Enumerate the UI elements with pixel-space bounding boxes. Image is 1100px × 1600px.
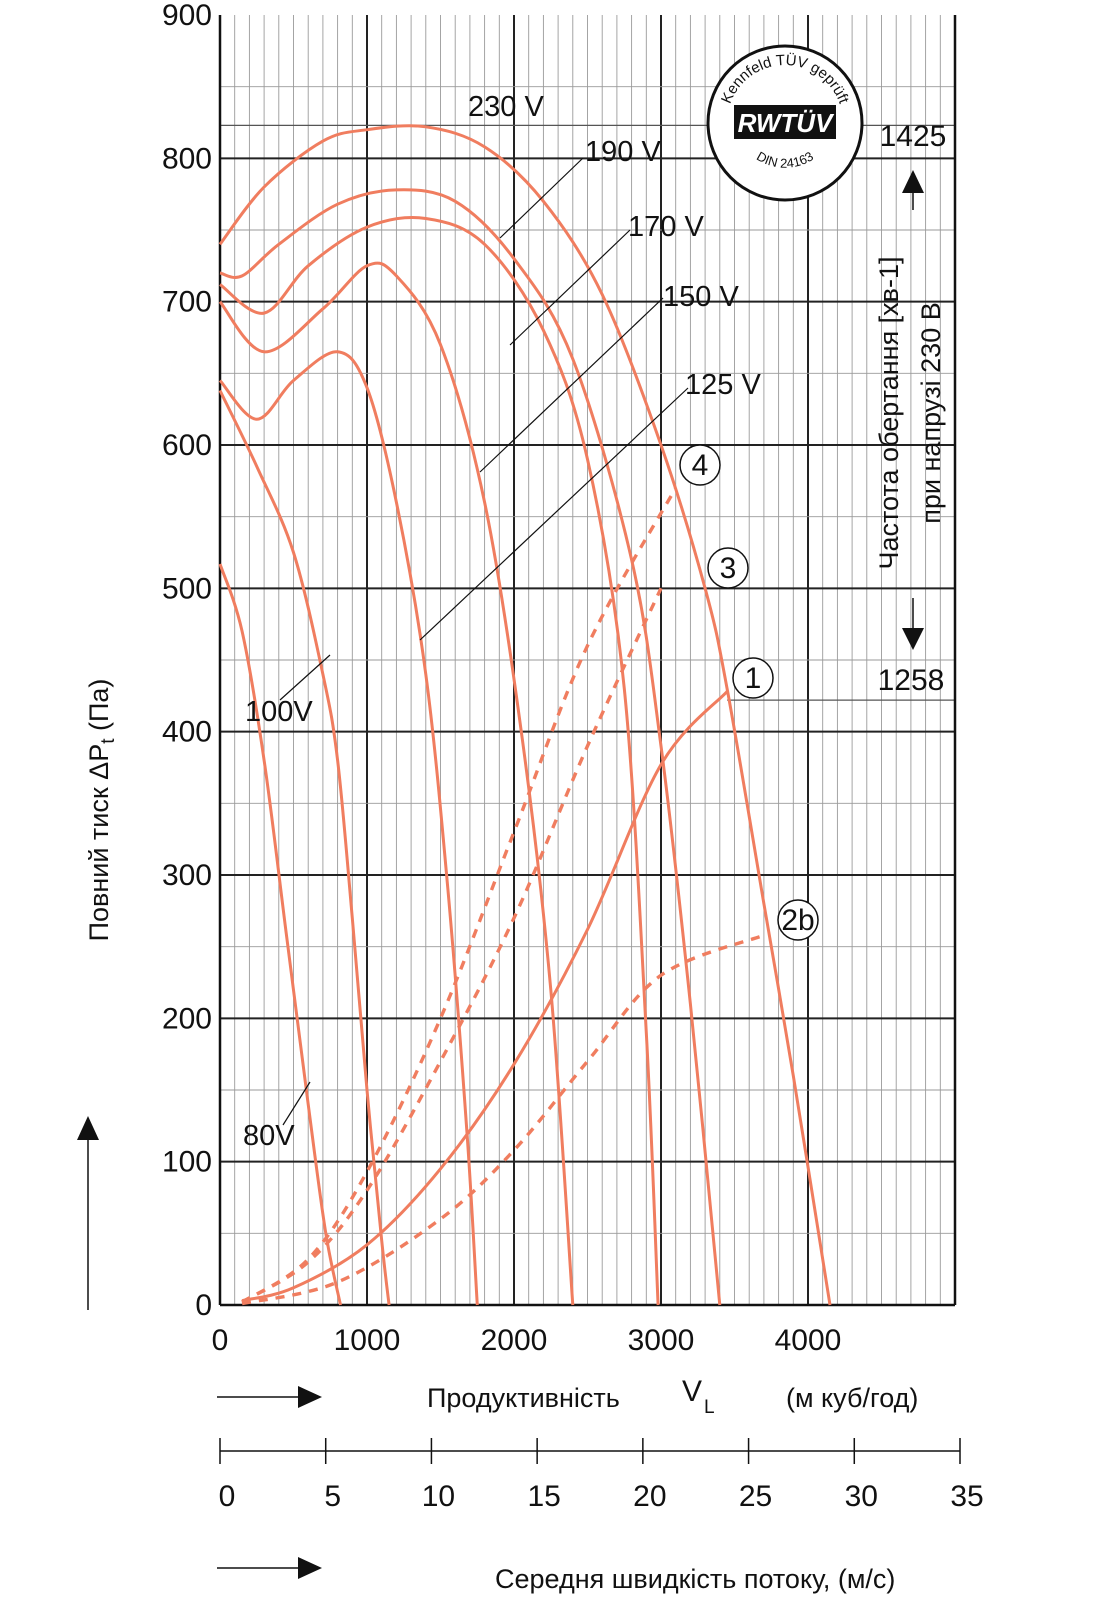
arrow-up-icon <box>77 1116 99 1140</box>
curve-labels: 230 V 190 V 170 V 150 V 125 V 100V 80V 1 2b 3 4 <box>243 91 819 1152</box>
series-label: 230 V <box>468 91 544 123</box>
y-tick-label: 900 <box>162 0 212 32</box>
speed-min-label: 1258 <box>878 664 945 697</box>
x-tick-label: 0 <box>212 1324 229 1357</box>
series-curve-190v <box>219 188 722 1306</box>
leader-line <box>499 157 584 239</box>
system-curve-badge <box>777 899 819 941</box>
y-tick-label: 400 <box>162 716 212 749</box>
speed-note: 1425 Частота обертання [хв-1] при напруз… <box>874 120 946 697</box>
x-axis-title: Продуктивність V L (м куб/год) <box>217 1375 918 1418</box>
speed-note-subtitle: при напрузі 230 В <box>916 302 946 523</box>
rwtuv-seal: Kennfeld TÜV geprüft RWTÜV DIN 24163 <box>706 44 864 202</box>
x-tick-label: 2000 <box>481 1324 548 1357</box>
series-curve-100v <box>218 389 391 1306</box>
series-curve-80v <box>218 563 342 1306</box>
series-label: 150 V <box>663 281 739 313</box>
x-axis-symbol: V <box>682 1375 702 1408</box>
system-curve-badge <box>679 444 721 486</box>
velocity-axis-label: Середня швидкість потоку, (м/с) <box>495 1564 895 1594</box>
series-curve-170v <box>219 216 660 1306</box>
series-label: 80V <box>243 1120 295 1152</box>
system-curve-badge <box>732 657 774 699</box>
system-curve-2b <box>241 933 765 1306</box>
plot-frame <box>218 15 957 1307</box>
svg-text:Повний тиск ΔPt (Па): Повний тиск ΔPt (Па) <box>84 679 119 942</box>
x-tick-label: 1000 <box>334 1324 401 1357</box>
speed-note-title: Частота обертання [хв-1] <box>874 256 904 569</box>
grid <box>220 15 955 1305</box>
velocity-tick-label: 35 <box>950 1480 983 1513</box>
series-curve-230v <box>218 124 832 1306</box>
y-axis-label-sub: t <box>98 738 119 744</box>
velocity-axis: 0 5 10 15 20 25 30 35 Середня швидкість потоку,… <box>217 1438 984 1594</box>
velocity-tick-label: 5 <box>324 1480 341 1513</box>
y-tick-label: 700 <box>162 286 212 319</box>
leader-line <box>419 387 689 641</box>
x-axis-label: Продуктивність <box>427 1383 620 1413</box>
arrow-right-icon <box>298 1386 322 1408</box>
y-axis-title: Повний тиск ΔPt (Па) <box>77 679 119 1310</box>
velocity-tick-label: 20 <box>633 1480 666 1513</box>
system-curve-4 <box>241 487 678 1304</box>
system-curve-label: 1 <box>745 662 762 695</box>
voltage-curves <box>218 124 832 1306</box>
tick-labels: 0 100 200 300 400 500 600 700 800 900 0 1000 2000 300… <box>162 0 841 1357</box>
system-curve-label: 2b <box>781 904 814 937</box>
series-label: 100V <box>245 696 313 728</box>
y-axis-label: Повний тиск ΔP <box>84 744 114 942</box>
x-tick-label: 4000 <box>775 1324 842 1357</box>
leader-line <box>479 297 664 473</box>
leader-line <box>509 229 631 346</box>
system-curve-badge <box>707 547 749 589</box>
series-curve-150v <box>218 261 575 1306</box>
seal-brand: RWTÜV <box>738 108 836 138</box>
velocity-tick-label: 10 <box>422 1480 455 1513</box>
leader-line <box>279 654 331 701</box>
arrow-up-icon <box>902 170 924 193</box>
leader-line <box>282 1081 311 1126</box>
velocity-tick-label: 30 <box>845 1480 878 1513</box>
y-tick-label: 600 <box>162 429 212 462</box>
y-tick-label: 0 <box>195 1289 212 1322</box>
y-tick-label: 100 <box>162 1146 212 1179</box>
x-tick-label: 3000 <box>628 1324 695 1357</box>
x-axis-unit: (м куб/год) <box>786 1383 918 1413</box>
y-axis-unit: (Па) <box>84 679 114 731</box>
x-axis-symbol-sub: L <box>704 1397 715 1418</box>
y-tick-label: 800 <box>162 142 212 175</box>
velocity-tick-label: 25 <box>739 1480 772 1513</box>
speed-max-label: 1425 <box>880 120 947 153</box>
series-label: 125 V <box>685 369 761 401</box>
arrow-down-icon <box>902 628 924 650</box>
system-curve-label: 4 <box>692 449 709 482</box>
seal-bottom-text: DIN 24163 <box>754 148 816 170</box>
velocity-tick-label: 0 <box>219 1480 236 1513</box>
system-curve-1 <box>241 690 729 1303</box>
velocity-tick-label: 15 <box>527 1480 560 1513</box>
series-label: 190 V <box>585 136 661 168</box>
arrow-right-icon <box>298 1557 322 1579</box>
series-label: 170 V <box>628 211 704 243</box>
y-tick-label: 200 <box>162 1002 212 1035</box>
series-curve-125v <box>218 350 479 1306</box>
system-curve-label: 3 <box>720 552 737 585</box>
y-tick-label: 500 <box>162 572 212 605</box>
y-tick-label: 300 <box>162 859 212 892</box>
